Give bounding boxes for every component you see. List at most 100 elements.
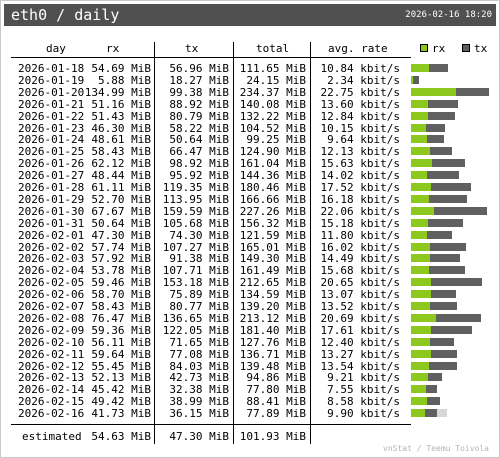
bar-rx <box>411 64 429 72</box>
row-total: 165.01 MiB <box>239 241 306 254</box>
row-avg-rate: 7.55 kbit/s <box>327 383 400 396</box>
bar-rx <box>411 171 427 179</box>
legend-tx-label: tx <box>474 42 488 55</box>
row-avg-rate: 11.80 kbit/s <box>320 229 400 242</box>
row-total: 111.65 MiB <box>239 62 306 75</box>
row-day: 2026-01-18 <box>18 62 85 75</box>
row-rx: 51.43 MiB <box>91 110 151 123</box>
row-day: 2026-02-05 <box>18 276 85 289</box>
row-tx: 98.92 MiB <box>169 157 229 170</box>
row-avg-rate: 12.13 kbit/s <box>320 145 400 158</box>
bar-tx <box>429 195 467 203</box>
bar-tx <box>426 124 445 132</box>
row-tx: 113.95 MiB <box>162 193 229 206</box>
row-tx: 99.38 MiB <box>169 86 229 99</box>
column-divider-3 <box>310 42 311 444</box>
row-total: 127.76 MiB <box>239 336 306 349</box>
row-total: 227.26 MiB <box>239 205 306 218</box>
bar-rx <box>411 385 426 393</box>
row-tx: 84.03 MiB <box>169 360 229 373</box>
bar-tx <box>425 409 437 417</box>
bar-rx <box>411 219 428 227</box>
bar-tx <box>434 207 487 215</box>
column-header-total: total <box>256 42 290 55</box>
bar-rx <box>411 135 427 143</box>
row-tx: 42.73 MiB <box>169 371 229 384</box>
bar-tx <box>431 350 457 358</box>
bar-rx <box>411 88 456 96</box>
row-tx: 88.92 MiB <box>169 98 229 111</box>
bar-rx <box>411 338 430 346</box>
bar-rx <box>411 207 434 215</box>
bar-rx <box>411 147 430 155</box>
row-rx: 53.78 MiB <box>91 264 151 277</box>
bar-rx <box>411 231 427 239</box>
row-rx: 48.44 MiB <box>91 169 151 182</box>
row-tx: 153.18 MiB <box>162 276 229 289</box>
row-day: 2026-02-04 <box>18 264 85 277</box>
row-tx: 136.65 MiB <box>162 312 229 325</box>
row-rx: 62.12 MiB <box>91 157 151 170</box>
row-day: 2026-02-12 <box>18 360 85 373</box>
row-total: 181.40 MiB <box>239 324 306 337</box>
row-total: 94.86 MiB <box>246 371 306 384</box>
bar-tx <box>427 231 452 239</box>
row-day: 2026-02-01 <box>18 229 85 242</box>
row-rx: 57.92 MiB <box>91 252 151 265</box>
bar-rx <box>411 100 428 108</box>
row-tx: 66.47 MiB <box>169 145 229 158</box>
row-total: 124.90 MiB <box>239 145 306 158</box>
row-day: 2026-02-07 <box>18 300 85 313</box>
row-day: 2026-01-25 <box>18 145 85 158</box>
row-rx: 52.13 MiB <box>91 371 151 384</box>
row-day: 2026-01-21 <box>18 98 85 111</box>
bar-tx <box>431 183 471 191</box>
row-rx: 50.64 MiB <box>91 217 151 230</box>
bar-rx <box>411 373 428 381</box>
bar-tx <box>432 159 465 167</box>
bar-rx <box>411 124 426 132</box>
row-rx: 58.43 MiB <box>91 300 151 313</box>
footer-credit: vnStat / Teemu Toivola <box>383 444 489 453</box>
row-rx: 59.46 MiB <box>91 276 151 289</box>
header-divider <box>11 57 411 58</box>
bar-tx <box>428 373 442 381</box>
row-rx: 55.45 MiB <box>91 360 151 373</box>
row-day: 2026-02-08 <box>18 312 85 325</box>
bar-rx <box>411 397 427 405</box>
bar-tx <box>428 112 455 120</box>
row-tx: 50.64 MiB <box>169 133 229 146</box>
row-avg-rate: 13.54 kbit/s <box>320 360 400 373</box>
row-total: 139.48 MiB <box>239 360 306 373</box>
row-day: 2026-01-22 <box>18 110 85 123</box>
row-avg-rate: 12.40 kbit/s <box>320 336 400 349</box>
row-avg-rate: 20.69 kbit/s <box>320 312 400 325</box>
row-rx: 41.73 MiB <box>91 407 151 420</box>
row-total: 161.49 MiB <box>239 264 306 277</box>
bar-rx <box>411 362 429 370</box>
row-avg-rate: 13.07 kbit/s <box>320 288 400 301</box>
row-day: 2026-02-09 <box>18 324 85 337</box>
row-tx: 80.79 MiB <box>169 110 229 123</box>
column-header-day: day <box>46 42 66 55</box>
row-rx: 58.70 MiB <box>91 288 151 301</box>
row-avg-rate: 14.49 kbit/s <box>320 252 400 265</box>
bar-estimate <box>437 409 447 417</box>
bar-rx <box>411 159 432 167</box>
row-total: 156.32 MiB <box>239 217 306 230</box>
bar-tx <box>431 326 472 334</box>
bar-rx <box>411 326 431 334</box>
row-day: 2026-01-20 <box>18 86 85 99</box>
row-rx: 51.16 MiB <box>91 98 151 111</box>
row-avg-rate: 15.63 kbit/s <box>320 157 400 170</box>
row-day: 2026-02-14 <box>18 383 85 396</box>
row-total: 180.46 MiB <box>239 181 306 194</box>
row-tx: 107.27 MiB <box>162 241 229 254</box>
row-avg-rate: 13.60 kbit/s <box>320 98 400 111</box>
row-tx: 58.22 MiB <box>169 122 229 135</box>
row-day: 2026-02-13 <box>18 371 85 384</box>
row-day: 2026-02-16 <box>18 407 85 420</box>
row-rx: 57.74 MiB <box>91 241 151 254</box>
row-rx: 49.42 MiB <box>91 395 151 408</box>
